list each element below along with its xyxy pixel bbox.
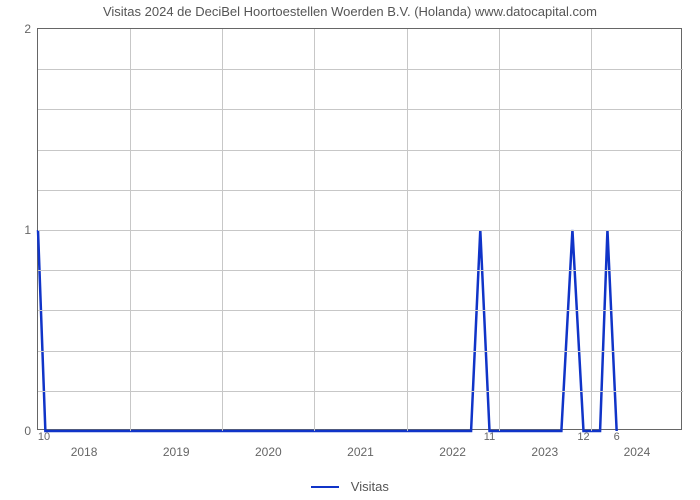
x-tick-label: 2023: [531, 429, 558, 459]
x-tick-label: 2018: [71, 429, 98, 459]
point-label: 10: [38, 431, 50, 443]
point-label: 6: [614, 431, 620, 443]
plot-area: 20182019202020212022202320240121011126: [37, 28, 682, 430]
x-tick-label: 2022: [439, 429, 466, 459]
x-tick-label: 2020: [255, 429, 282, 459]
gridline-horizontal-minor: [38, 351, 683, 352]
gridline-horizontal-minor: [38, 109, 683, 110]
legend-swatch: [311, 486, 339, 488]
y-tick-label: 0: [24, 424, 38, 438]
x-tick-label: 2019: [163, 429, 190, 459]
chart-title: Visitas 2024 de DeciBel Hoortoestellen W…: [0, 4, 700, 19]
y-tick-label: 1: [24, 223, 38, 237]
legend: Visitas: [0, 478, 700, 494]
point-label: 12: [577, 431, 589, 443]
chart-container: { "chart": { "type": "line", "title": "V…: [0, 0, 700, 500]
x-tick-label: 2024: [624, 429, 651, 459]
gridline-horizontal-minor: [38, 69, 683, 70]
y-tick-label: 2: [24, 22, 38, 36]
gridline-horizontal: [38, 230, 683, 231]
point-label: 11: [484, 431, 495, 443]
gridline-horizontal-minor: [38, 391, 683, 392]
gridline-horizontal-minor: [38, 190, 683, 191]
gridline-horizontal-minor: [38, 150, 683, 151]
gridline-horizontal-minor: [38, 310, 683, 311]
gridline-horizontal-minor: [38, 270, 683, 271]
x-tick-label: 2021: [347, 429, 374, 459]
legend-label: Visitas: [351, 479, 389, 494]
